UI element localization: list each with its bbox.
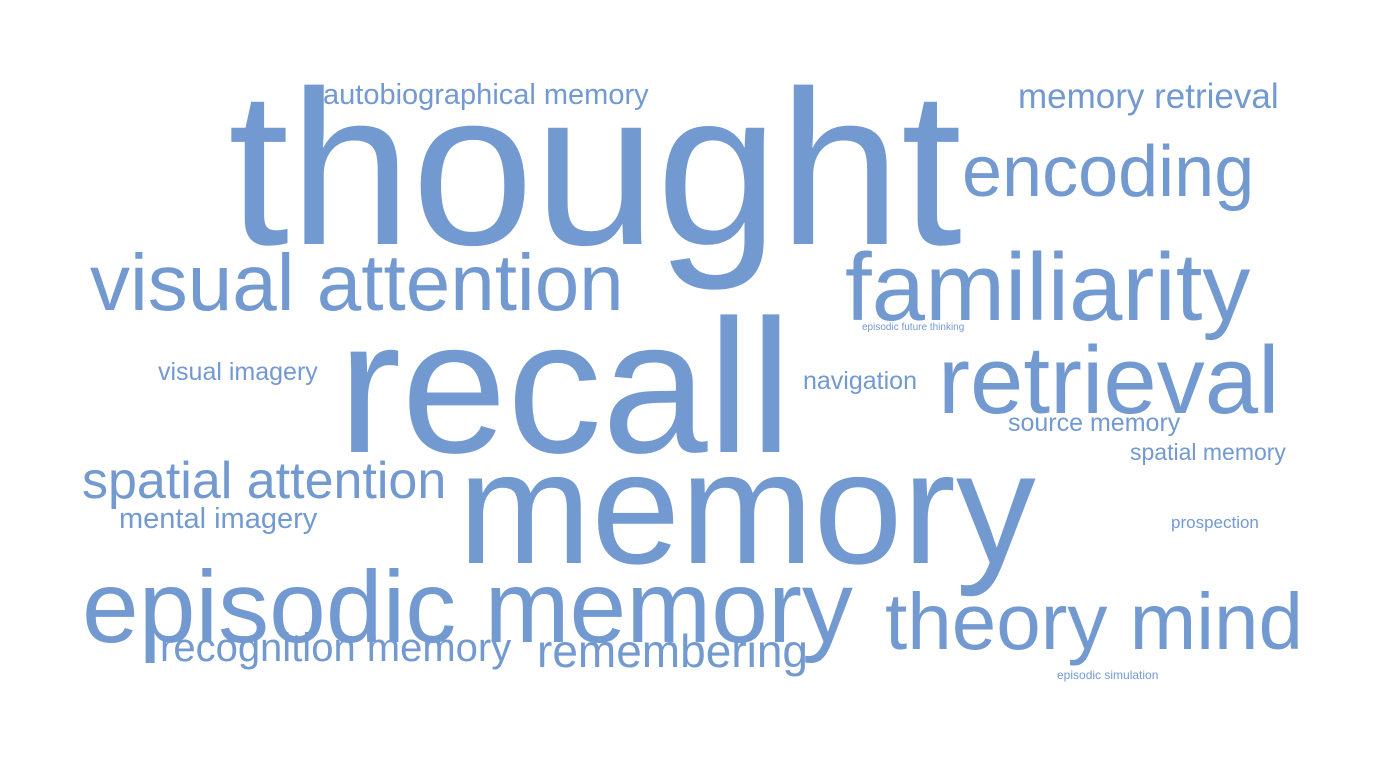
word-mental-imagery: mental imagery — [119, 503, 318, 535]
word-navigation: navigation — [803, 367, 917, 395]
word-memory: memory — [458, 418, 1036, 597]
word-theory-mind: theory mind — [885, 577, 1303, 666]
word-remembering: remembering — [537, 625, 808, 677]
word-thought: thought — [228, 45, 963, 291]
word-source-memory: source memory — [1008, 409, 1181, 437]
word-spatial-memory: spatial memory — [1130, 439, 1286, 465]
word-autobiographical-memory: autobiographical memory — [323, 79, 649, 111]
word-visual-attention: visual attention — [90, 238, 624, 327]
word-recognition-memory: recognition memory — [160, 626, 512, 670]
word-encoding: encoding — [962, 132, 1255, 212]
word-episodic-simulation: episodic simulation — [1057, 668, 1159, 682]
word-recall: recall — [338, 281, 793, 493]
word-prospection: prospection — [1171, 513, 1259, 532]
word-episodic-future-thinking: episodic future thinking — [862, 322, 965, 333]
word-familiarity: familiarity — [845, 234, 1251, 341]
word-episodic-memory: episodic memory — [82, 550, 853, 664]
word-visual-imagery: visual imagery — [158, 358, 318, 386]
word-spatial-attention: spatial attention — [82, 452, 447, 510]
word-memory-retrieval: memory retrieval — [1018, 77, 1279, 116]
word-retrieval: retrieval — [938, 327, 1280, 434]
